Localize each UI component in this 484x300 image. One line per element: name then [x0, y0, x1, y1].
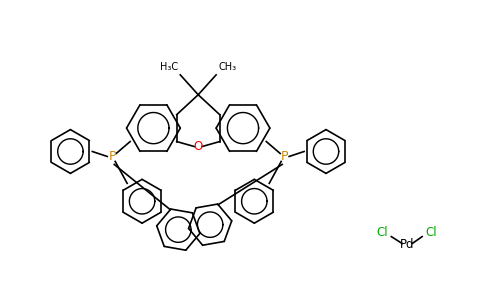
- Text: CH₃: CH₃: [218, 62, 236, 72]
- Text: P: P: [280, 150, 288, 163]
- Text: Pd: Pd: [400, 238, 414, 251]
- Text: H₃C: H₃C: [160, 62, 178, 72]
- Text: Cl: Cl: [425, 226, 437, 239]
- Text: Cl: Cl: [377, 226, 388, 239]
- Text: O: O: [194, 140, 203, 153]
- Text: P: P: [108, 150, 116, 163]
